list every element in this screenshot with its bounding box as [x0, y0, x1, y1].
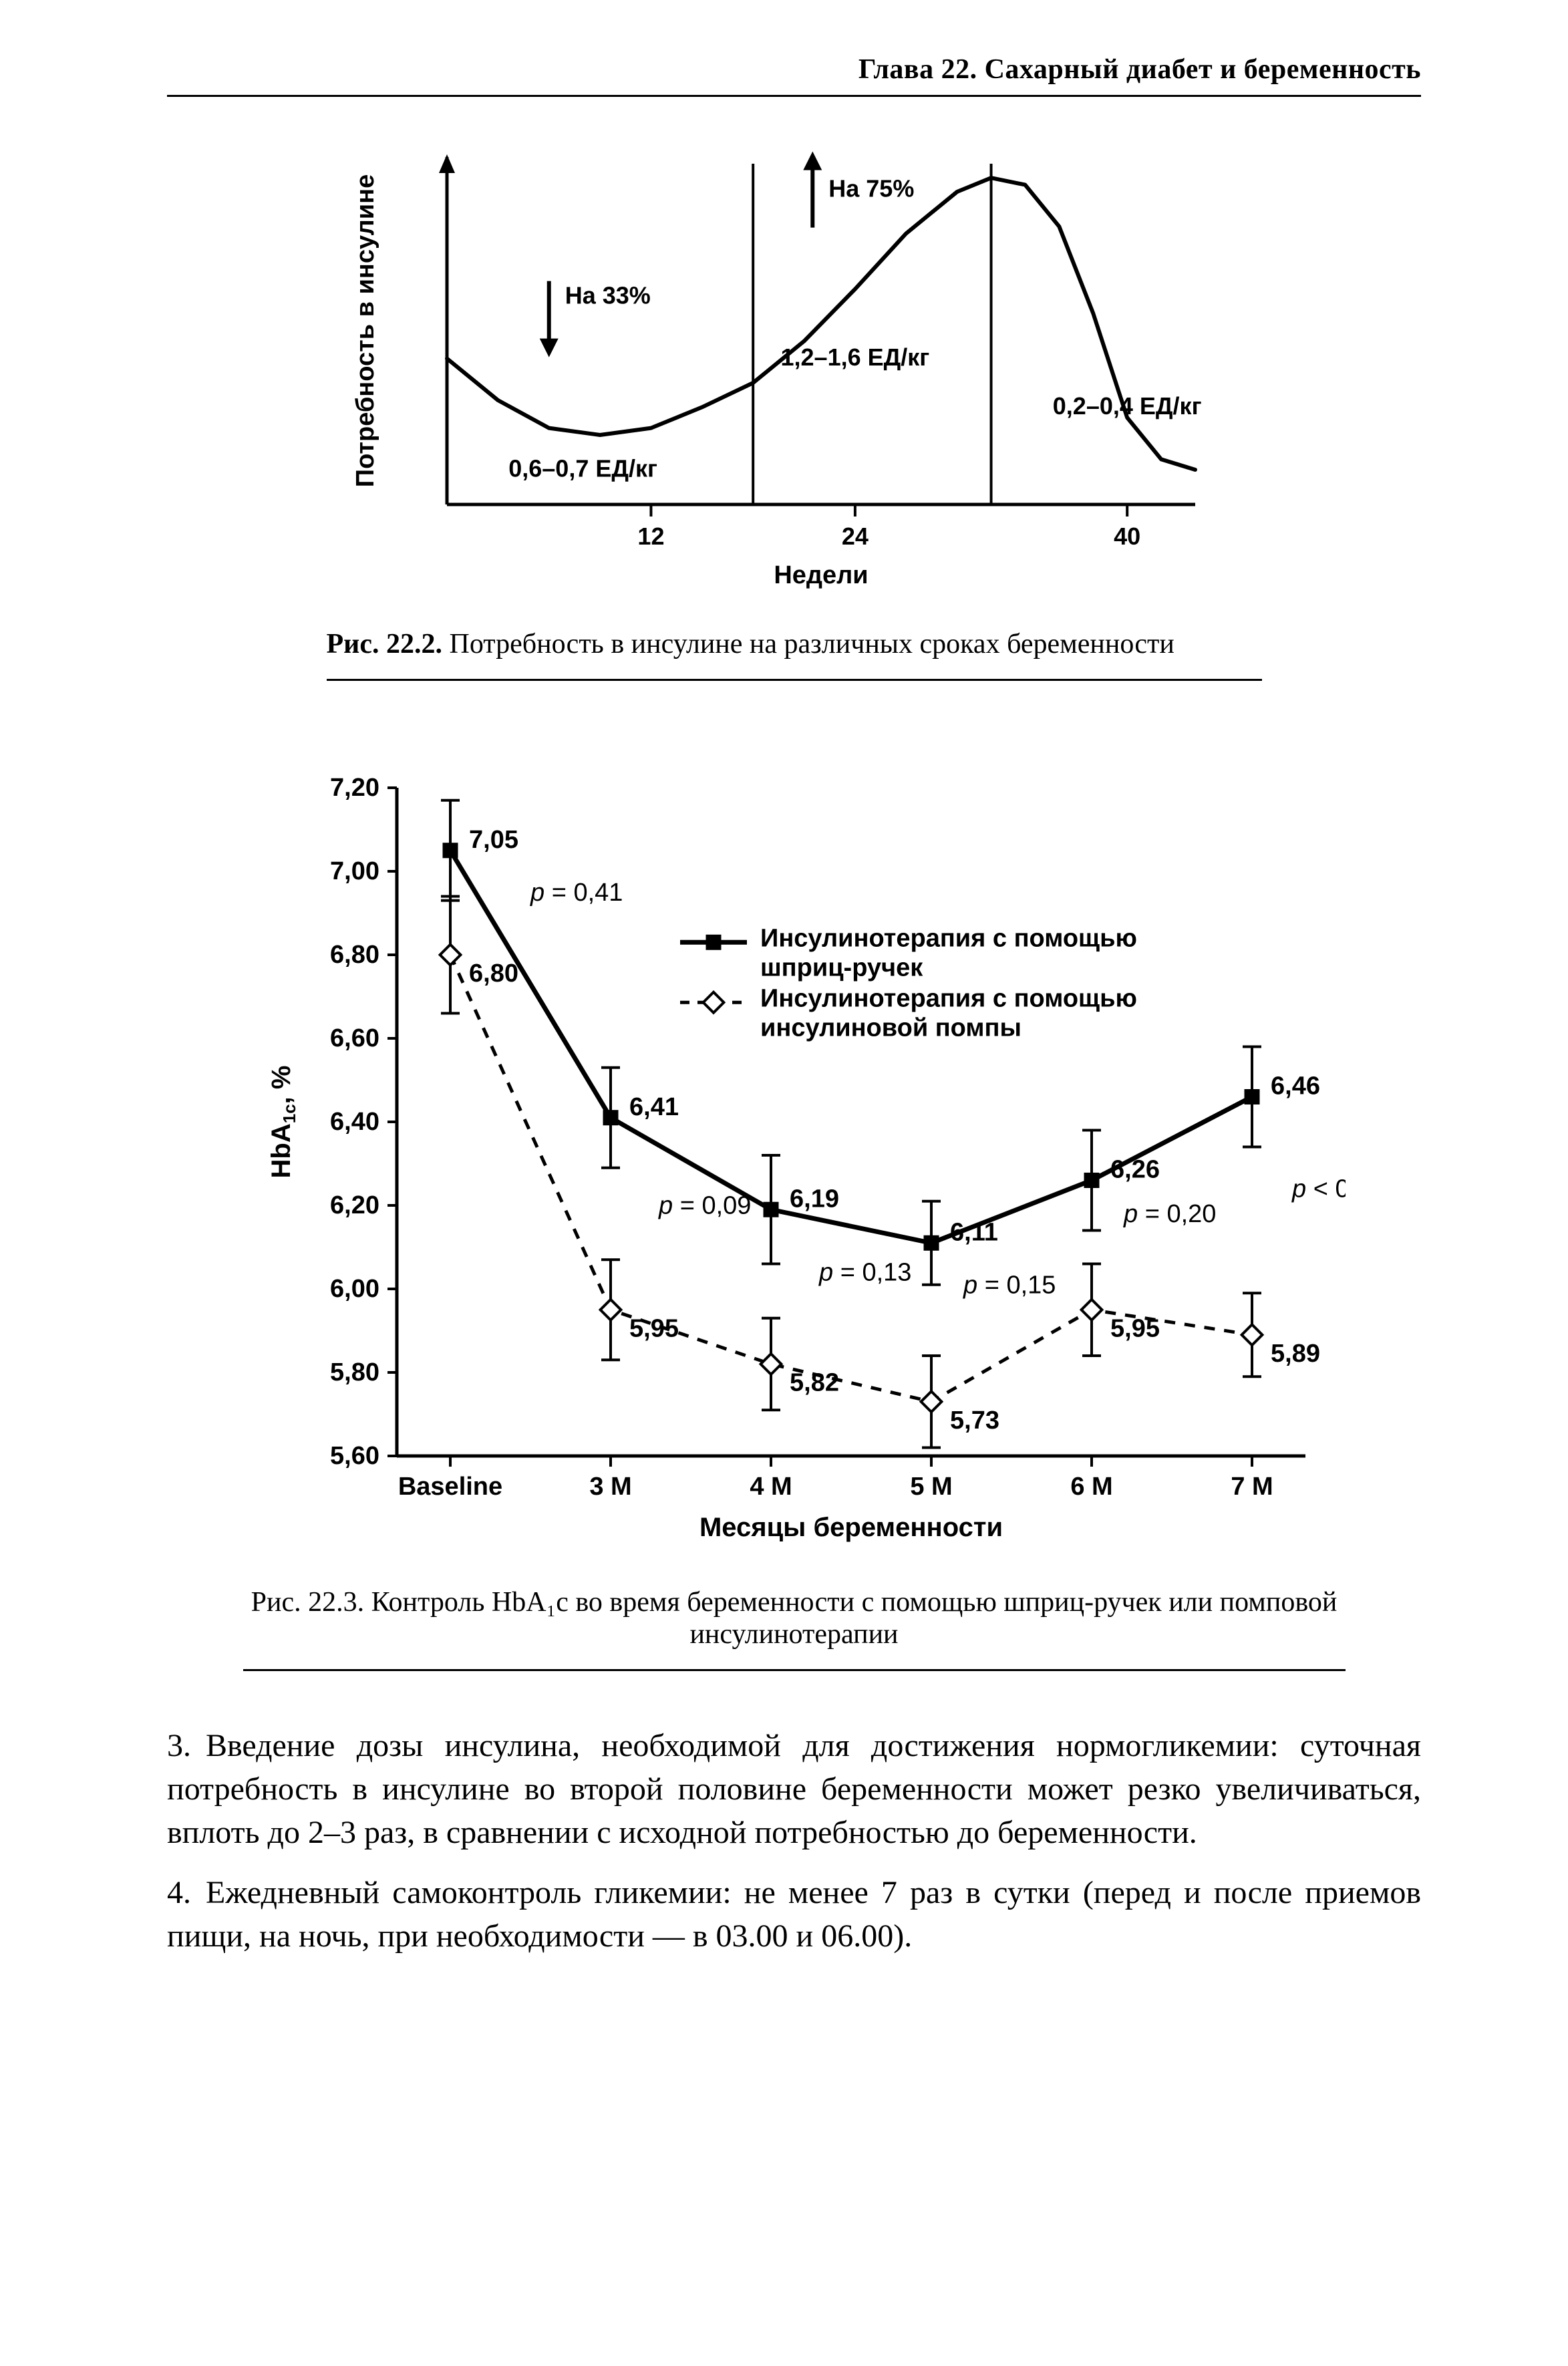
list-item: 4.Ежедневный самоконтроль гликемии: не м…: [167, 1872, 1421, 1958]
svg-text:5,80: 5,80: [330, 1358, 379, 1386]
svg-text:40: 40: [1114, 523, 1140, 550]
svg-text:p = 0,20: p = 0,20: [1123, 1200, 1216, 1228]
figure-22-2-caption: Рис. 22.2. Потребность в инсулине на раз…: [327, 628, 1262, 681]
svg-text:6,60: 6,60: [330, 1024, 379, 1052]
svg-text:5,95: 5,95: [629, 1314, 679, 1342]
svg-text:0,6–0,7 ЕД/кг: 0,6–0,7 ЕД/кг: [508, 454, 657, 482]
svg-text:5,95: 5,95: [1110, 1314, 1160, 1342]
svg-text:6,80: 6,80: [330, 941, 379, 969]
running-head: Глава 22. Сахарный диабет и беременность: [167, 53, 1421, 97]
svg-text:7 М: 7 М: [1231, 1473, 1273, 1501]
svg-text:6,46: 6,46: [1271, 1072, 1320, 1100]
svg-text:На 75%: На 75%: [828, 175, 914, 202]
figure-22-2-caption-lead: Рис. 22.2.: [327, 629, 443, 659]
svg-text:p = 0,13: p = 0,13: [818, 1259, 911, 1287]
svg-text:Инсулинотерапия с помощью: Инсулинотерапия с помощью: [760, 984, 1137, 1012]
figure-22-3-caption-lead: Рис. 22.3.: [251, 1587, 364, 1618]
figure-22-2-caption-text: Потребность в инсулине на различных срок…: [442, 629, 1174, 659]
page: Глава 22. Сахарный диабет и беременность…: [0, 0, 1568, 2366]
svg-text:6,11: 6,11: [950, 1218, 998, 1246]
svg-text:7,20: 7,20: [330, 774, 379, 802]
svg-text:3 М: 3 М: [589, 1473, 631, 1501]
figure-22-3-caption-text: Контроль HbA₁c во время беременности с п…: [364, 1587, 1337, 1650]
svg-text:p = 0,15: p = 0,15: [963, 1271, 1056, 1299]
svg-text:5,73: 5,73: [950, 1407, 999, 1435]
list-item-number: 4.: [167, 1872, 206, 1915]
list-item: 3.Введение дозы инсулина, необходимой дл…: [167, 1725, 1421, 1854]
svg-text:5 М: 5 М: [910, 1473, 952, 1501]
figure-22-3-caption: Рис. 22.3. Контроль HbA₁c во время берем…: [243, 1586, 1346, 1671]
svg-text:5,82: 5,82: [790, 1369, 839, 1397]
body-text: 3.Введение дозы инсулина, необходимой дл…: [167, 1725, 1421, 1958]
svg-text:На 33%: На 33%: [565, 282, 650, 309]
svg-text:1,2–1,6 ЕД/кг: 1,2–1,6 ЕД/кг: [780, 343, 929, 371]
svg-text:6,00: 6,00: [330, 1275, 379, 1303]
figure-22-2-chart: 12 24 40 Недели Потребность в инсулине На 33%…: [327, 130, 1262, 598]
svg-text:Baseline: Baseline: [398, 1473, 502, 1501]
list-item-text: Введение дозы инсулина, необходимой для …: [167, 1728, 1421, 1850]
svg-text:5,60: 5,60: [330, 1442, 379, 1470]
svg-text:Месяцы беременности: Месяцы беременности: [699, 1513, 1002, 1542]
svg-text:7,05: 7,05: [469, 826, 518, 854]
svg-text:Инсулинотерапия с помощью: Инсулинотерапия с помощью: [760, 924, 1137, 952]
svg-text:5,89: 5,89: [1271, 1340, 1320, 1368]
figure-22-3: 5,60 5,80 6,00 6,20 6,40 6,60 6,80 7,00 7,20 HbA1…: [243, 754, 1346, 1671]
svg-text:Недели: Недели: [774, 561, 868, 589]
svg-text:6,20: 6,20: [330, 1191, 379, 1219]
svg-text:инсулиновой помпы: инсулиновой помпы: [760, 1014, 1022, 1042]
svg-text:6,80: 6,80: [469, 959, 518, 988]
svg-text:p = 0,41: p = 0,41: [530, 879, 623, 907]
svg-text:7,00: 7,00: [330, 857, 379, 885]
svg-text:6 М: 6 М: [1070, 1473, 1112, 1501]
list-item-number: 3.: [167, 1725, 206, 1768]
svg-text:24: 24: [841, 523, 868, 550]
svg-text:HbA1c, %: HbA1c, %: [267, 1066, 299, 1179]
figure-22-3-chart: 5,60 5,80 6,00 6,20 6,40 6,60 6,80 7,00 7,20 HbA1…: [243, 754, 1346, 1556]
svg-text:6,40: 6,40: [330, 1108, 379, 1136]
svg-text:p < 0,03: p < 0,03: [1291, 1175, 1346, 1203]
svg-text:12: 12: [637, 523, 664, 550]
svg-text:6,41: 6,41: [629, 1093, 679, 1121]
svg-text:6,26: 6,26: [1110, 1156, 1160, 1184]
figure-22-2: 12 24 40 Недели Потребность в инсулине На 33%…: [327, 130, 1262, 681]
svg-text:4 М: 4 М: [750, 1473, 792, 1501]
svg-text:p = 0,09: p = 0,09: [658, 1192, 751, 1220]
svg-text:шприц-ручек: шприц-ручек: [760, 953, 923, 982]
svg-text:6,19: 6,19: [790, 1185, 839, 1213]
svg-text:Потребность в инсулине: Потребность в инсулине: [351, 174, 379, 487]
list-item-text: Ежедневный самоконтроль гликемии: не мен…: [167, 1875, 1421, 1954]
svg-text:0,2–0,4 ЕД/кг: 0,2–0,4 ЕД/кг: [1052, 392, 1201, 420]
